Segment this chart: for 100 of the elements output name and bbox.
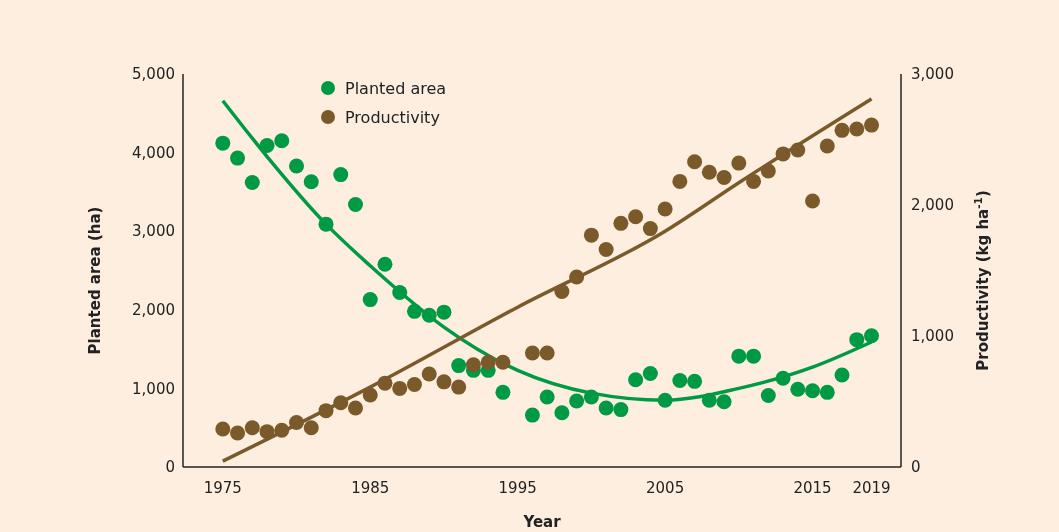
y2-tick-label: 3,000 [911, 65, 954, 84]
point [495, 354, 511, 370]
point [864, 328, 880, 344]
point [642, 365, 658, 381]
y-tick-label: 0 [165, 458, 175, 477]
point [274, 422, 290, 438]
point [642, 221, 658, 237]
point [259, 424, 275, 440]
point [805, 193, 821, 209]
y-tick-label: 4,000 [132, 143, 175, 162]
point [451, 358, 467, 374]
y2-tick-label: 2,000 [911, 196, 954, 215]
point [318, 403, 334, 419]
point [672, 373, 688, 389]
point [451, 379, 467, 395]
point [731, 348, 747, 364]
point [406, 303, 422, 319]
x-axis-title: Year [522, 513, 562, 531]
point [746, 173, 762, 189]
point [215, 135, 231, 151]
x-tick-label: 2019 [852, 479, 891, 497]
x-tick-label: 1975 [203, 479, 242, 497]
y-tick-label: 1,000 [132, 379, 175, 398]
y-axis-title: Planted area (ha) [86, 206, 104, 355]
point [716, 394, 732, 410]
point [687, 373, 703, 389]
point [333, 167, 349, 183]
point [583, 389, 599, 405]
point [244, 174, 260, 190]
point [230, 425, 246, 441]
point [834, 367, 850, 383]
point [480, 354, 496, 370]
point [805, 383, 821, 399]
point [436, 304, 452, 320]
line-series [221, 97, 874, 463]
point [687, 154, 703, 170]
point [230, 150, 246, 166]
point [539, 389, 555, 405]
point [598, 242, 614, 258]
y2-tick-label: 1,000 [911, 327, 954, 346]
point [377, 256, 393, 272]
point [775, 370, 791, 386]
point [524, 345, 540, 361]
point [775, 146, 791, 162]
point [790, 142, 806, 158]
point [421, 307, 437, 323]
point [392, 285, 408, 301]
point [628, 209, 644, 225]
point [554, 405, 570, 421]
point [849, 121, 865, 137]
point [760, 163, 776, 179]
point [303, 174, 319, 190]
point [289, 158, 305, 174]
point [657, 392, 673, 408]
point [392, 380, 408, 396]
point [849, 332, 865, 348]
point [244, 420, 260, 436]
point [333, 395, 349, 411]
point [613, 402, 629, 418]
point [406, 376, 422, 392]
x-tick-label: 1995 [498, 479, 537, 497]
point [259, 138, 275, 154]
point [303, 420, 319, 436]
point [746, 348, 762, 364]
point [569, 393, 585, 409]
point [421, 366, 437, 382]
point [701, 392, 717, 408]
x-tick-label: 2005 [646, 479, 685, 497]
point [731, 155, 747, 171]
point [760, 387, 776, 403]
point [274, 133, 290, 149]
point [348, 400, 363, 416]
point [598, 400, 614, 416]
point [362, 387, 378, 403]
point [465, 357, 481, 373]
point [289, 414, 305, 430]
point [628, 372, 644, 388]
point [318, 216, 334, 232]
point [657, 201, 673, 217]
x-tick-label: 1985 [351, 479, 390, 497]
point [524, 407, 540, 423]
y-tick-label: 2,000 [132, 301, 175, 320]
point [569, 269, 585, 285]
point [377, 375, 393, 391]
point [864, 117, 880, 133]
point [348, 196, 363, 212]
legend-label: Productivity [345, 107, 440, 127]
point [539, 345, 555, 361]
y2-tick-label: 0 [911, 458, 921, 477]
point [672, 173, 688, 189]
point [583, 227, 599, 243]
point [495, 384, 511, 400]
point [819, 138, 835, 154]
y-tick-label: 5,000 [132, 65, 175, 84]
point [362, 292, 378, 308]
legend-label: Planted area [345, 78, 447, 98]
point [790, 381, 806, 397]
point [554, 283, 570, 299]
point [701, 164, 717, 180]
y-tick-label: 3,000 [132, 222, 175, 241]
